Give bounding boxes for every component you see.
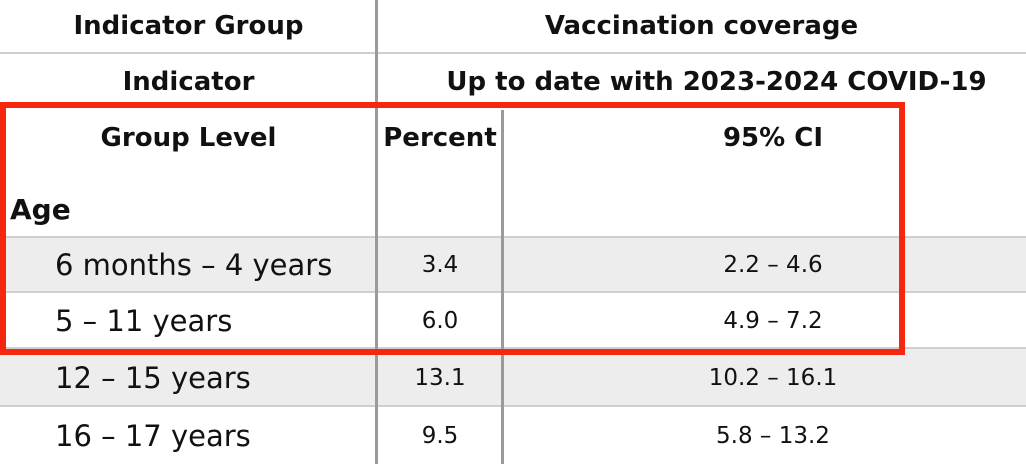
indicator-group-row: Indicator Group Vaccination coverage [0,0,1026,52]
indicator-label: Indicator [122,67,255,97]
row-group-level: 6 months – 4 years [55,247,333,282]
column-divider [375,0,378,464]
row-ci: 4.9 – 7.2 [723,307,823,334]
indicator-group-value: Vaccination coverage [544,11,859,41]
table-row: 5 – 11 years 6.0 4.9 – 7.2 [0,293,1026,348]
table-row: 16 – 17 years 9.5 5.8 – 13.2 [0,407,1026,464]
row-ci: 5.8 – 13.2 [716,422,830,449]
row-ci: 10.2 – 16.1 [708,364,838,391]
indicator-group-label: Indicator Group [73,11,304,41]
row-percent: 13.1 [414,364,466,391]
section-label-age: Age [10,193,71,226]
indicator-value: Up to date with 2023-2024 COVID-19 [446,67,987,97]
row-divider [0,405,1026,407]
row-percent: 6.0 [421,307,459,334]
row-divider [0,52,1026,54]
row-percent: 3.4 [421,251,459,278]
table-row: 12 – 15 years 13.1 10.2 – 16.1 [0,349,1026,406]
table-row: 6 months – 4 years 3.4 2.2 – 4.6 [0,237,1026,292]
column-header-row: Group Level Percent 95% CI [0,110,1026,166]
column-divider [501,110,504,464]
row-group-level: 12 – 15 years [55,360,251,395]
row-divider [0,236,1026,238]
row-percent: 9.5 [421,422,459,449]
column-header-group-level: Group Level [100,123,277,153]
column-header-ci: 95% CI [722,123,824,153]
row-group-level: 16 – 17 years [55,418,251,453]
indicator-row: Indicator Up to date with 2023-2024 COVI… [0,54,1026,110]
row-divider [0,347,1026,349]
section-row-age: Age [0,166,1026,236]
row-group-level: 5 – 11 years [55,303,233,338]
row-divider [0,291,1026,293]
row-ci: 2.2 – 4.6 [723,251,823,278]
column-header-percent: Percent [383,123,497,153]
